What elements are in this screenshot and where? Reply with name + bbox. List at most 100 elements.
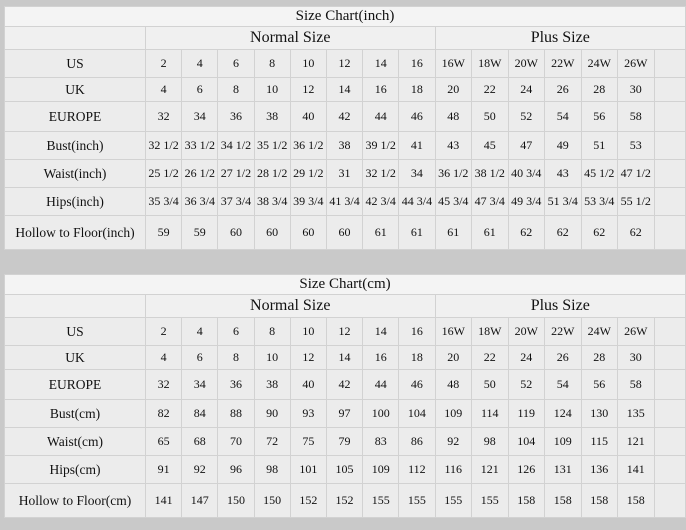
table-row: EUROPE 32 34 36 38 40 42 44 46 48 50 52 54 56 58 (4, 101, 686, 132)
size-cell: 38 3/4 (253, 187, 291, 216)
size-cell: 62 (544, 215, 582, 250)
size-cell: 152 (325, 483, 364, 518)
size-cell: 55 1/2 (617, 187, 655, 216)
size-cell: 126 (507, 455, 545, 484)
size-cell: 45 1/2 (580, 159, 618, 188)
size-cell: 61 (471, 215, 509, 250)
table-row: Hips(inch) 35 3/4 36 3/4 37 3/4 38 3/4 39 3/4… (4, 187, 686, 216)
size-cell: 150 (253, 483, 291, 518)
row-label: UK (4, 77, 146, 102)
size-cell: 60 (289, 215, 327, 250)
size-cell: 47 (507, 131, 545, 160)
size-cell: 62 (507, 215, 545, 250)
blank-cell (653, 159, 686, 188)
size-cell: 29 1/2 (289, 159, 327, 188)
row-label: Hips(inch) (4, 187, 146, 216)
size-cell: 34 (398, 159, 436, 188)
blank-cell (653, 131, 686, 160)
size-cell: 49 (544, 131, 582, 160)
size-cell: 53 (617, 131, 655, 160)
table-row: Waist(cm) 65 68 70 72 75 79 83 86 92 98 104 109 115 12… (4, 427, 686, 456)
size-cell: 79 (325, 427, 364, 456)
row-label: Hollow to Floor(inch) (4, 215, 146, 250)
size-cell: 39 3/4 (289, 187, 327, 216)
size-cell: 8 (253, 49, 291, 78)
size-cell: 14 (362, 49, 400, 78)
size-cell: 18 (398, 345, 436, 370)
blank-cell (653, 427, 686, 456)
size-cell: 12 (289, 77, 327, 102)
size-cell: 18 (398, 77, 436, 102)
size-cell: 16 (362, 77, 400, 102)
size-cell: 42 3/4 (362, 187, 400, 216)
size-cell: 121 (617, 427, 655, 456)
size-cell: 28 (580, 345, 618, 370)
size-cell: 2 (144, 49, 183, 78)
size-cell: 105 (325, 455, 364, 484)
size-cell: 36 1/2 (289, 131, 327, 160)
table-row: Bust(cm) 82 84 88 90 93 97 100 104 109 114 119 124 13… (4, 399, 686, 428)
size-chart-cm: Size Chart(cm) Normal Size Plus Size US 2 4 6 8… (4, 274, 686, 518)
row-label: US (4, 49, 146, 78)
size-cell: 155 (471, 483, 509, 518)
size-cell: 96 (217, 455, 255, 484)
size-cell: 22 (471, 345, 509, 370)
size-cell: 56 (580, 369, 618, 400)
size-cell: 135 (617, 399, 655, 428)
size-cell: 62 (617, 215, 655, 250)
table-row: UK 4 6 8 10 12 14 16 18 20 22 24 26 28 30 (4, 77, 686, 102)
size-cell: 155 (362, 483, 400, 518)
size-cell: 38 (253, 369, 291, 400)
size-cell: 10 (253, 77, 291, 102)
size-cell: 16 (398, 49, 436, 78)
size-cell: 36 3/4 (181, 187, 219, 216)
blank-cell (653, 77, 686, 102)
size-cell: 121 (471, 455, 509, 484)
size-cell: 82 (144, 399, 183, 428)
size-cell: 22W (544, 317, 582, 346)
size-cell: 42 (325, 369, 364, 400)
size-cell: 32 (144, 369, 183, 400)
size-cell: 60 (325, 215, 364, 250)
size-cell: 130 (580, 399, 618, 428)
blank-cell (653, 49, 686, 78)
blank-cell (653, 187, 686, 216)
size-cell: 141 (617, 455, 655, 484)
size-cell: 30 (617, 77, 655, 102)
size-cell: 10 (289, 317, 327, 346)
size-cell: 4 (144, 345, 183, 370)
table-row: UK 4 6 8 10 12 14 16 18 20 22 24 26 28 30 (4, 345, 686, 370)
size-cell: 150 (217, 483, 255, 518)
size-cell: 59 (144, 215, 183, 250)
size-cell: 43 (544, 159, 582, 188)
size-cell: 27 1/2 (217, 159, 255, 188)
size-cell: 52 (507, 369, 545, 400)
size-cell: 26W (617, 49, 655, 78)
size-cell: 35 3/4 (144, 187, 183, 216)
size-cell: 115 (580, 427, 618, 456)
size-cell: 39 1/2 (362, 131, 400, 160)
size-cell: 14 (325, 345, 364, 370)
size-cell: 49 3/4 (507, 187, 545, 216)
blank-cell (4, 294, 146, 318)
size-cell: 158 (617, 483, 655, 518)
table-row: US 2 4 6 8 10 12 14 16 16W 18W 20W 22W 24W 26W (4, 317, 686, 346)
size-cell: 52 (507, 101, 545, 132)
size-cell: 61 (434, 215, 472, 250)
size-cell: 88 (217, 399, 255, 428)
size-cell: 44 3/4 (398, 187, 436, 216)
size-cell: 34 1/2 (217, 131, 255, 160)
size-cell: 38 1/2 (471, 159, 509, 188)
row-label: UK (4, 345, 146, 370)
size-cell: 155 (398, 483, 436, 518)
row-label: Waist(inch) (4, 159, 146, 188)
size-cell: 22W (544, 49, 582, 78)
size-cell: 60 (217, 215, 255, 250)
size-cell: 75 (289, 427, 327, 456)
size-cell: 42 (325, 101, 364, 132)
size-cell: 26 1/2 (181, 159, 219, 188)
size-cell: 25 1/2 (144, 159, 183, 188)
size-cell: 158 (544, 483, 582, 518)
size-cell: 48 (434, 369, 472, 400)
size-cell: 50 (471, 369, 509, 400)
